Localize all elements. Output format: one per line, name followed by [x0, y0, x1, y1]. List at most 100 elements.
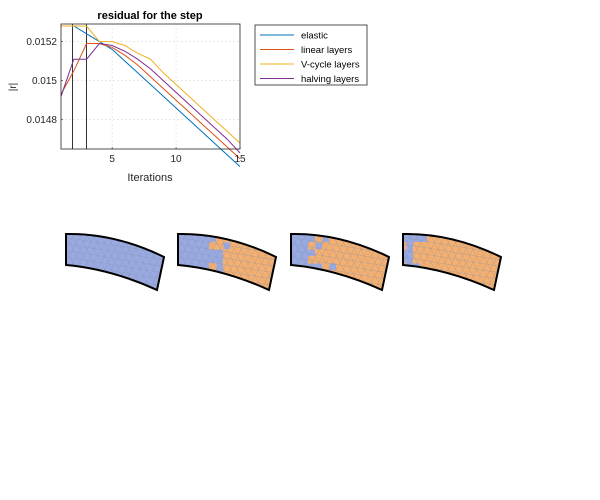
- mesh-cell-orange: [469, 263, 477, 271]
- mesh-line: [178, 255, 276, 275]
- mesh-cell-orange: [272, 233, 276, 236]
- mesh-line: [403, 242, 501, 262]
- mesh-cell-orange: [455, 284, 463, 290]
- mesh-cell-orange: [237, 249, 245, 257]
- mesh-cell-orange: [315, 284, 323, 290]
- mesh-line: [530, 225, 570, 300]
- mesh-cell-orange: [434, 233, 442, 236]
- mesh-cell-orange: [497, 277, 501, 285]
- mesh-cell-orange: [350, 263, 358, 271]
- mesh-cell-orange: [216, 233, 224, 236]
- mesh-line: [509, 225, 549, 300]
- legend: elastic linear layers V-cycle layers halvin…: [254, 24, 368, 86]
- mesh-cell-orange: [237, 284, 245, 290]
- x-tick-label: 5: [109, 154, 115, 165]
- mesh-cell-orange: [469, 233, 477, 236]
- mesh-cell-orange: [258, 233, 266, 236]
- mesh-cell-orange: [455, 233, 463, 236]
- mesh-line: [178, 288, 276, 290]
- mesh-outline: [177, 232, 278, 292]
- mesh-cell-orange: [490, 270, 498, 278]
- mesh-line: [502, 225, 542, 300]
- mesh-cell-orange: [455, 249, 463, 257]
- mesh-cell-orange: [371, 235, 379, 243]
- mesh-cell-orange: [385, 233, 389, 236]
- mesh-cell-orange: [462, 291, 470, 299]
- series-line-v-cycle-layers: [61, 25, 241, 144]
- mesh-line: [530, 225, 570, 300]
- mesh-line: [558, 225, 598, 300]
- mesh-cell-orange: [385, 242, 389, 250]
- mesh-cell-orange: [371, 249, 379, 257]
- mesh-line: [502, 225, 542, 300]
- mesh-cell-orange: [343, 284, 351, 290]
- mesh-cell-orange: [322, 249, 330, 257]
- mesh-line: [172, 295, 282, 313]
- mesh-cell-orange: [378, 233, 386, 236]
- mesh-cell-orange: [371, 256, 379, 264]
- mesh-cell-orange: [483, 235, 491, 243]
- mesh-cell-orange: [441, 235, 449, 243]
- mesh-cell-orange: [420, 249, 428, 257]
- plot-area: [61, 24, 240, 149]
- mesh-cell-orange: [427, 270, 435, 278]
- mesh-line: [291, 233, 312, 290]
- mesh-line: [291, 242, 389, 262]
- mesh-cell-orange: [462, 256, 470, 264]
- mesh-cell-orange: [427, 284, 435, 290]
- mesh-cell-orange: [371, 233, 379, 236]
- mesh-cell-orange: [427, 242, 435, 250]
- mesh-cell-orange: [364, 277, 372, 285]
- mesh-line: [4, 225, 44, 300]
- mesh-cell-orange: [343, 249, 351, 257]
- mesh-line: [403, 249, 501, 268]
- mesh-cell-orange: [336, 256, 344, 264]
- mesh-line: [178, 233, 192, 290]
- mesh-cell-orange: [364, 263, 372, 271]
- mesh-cell-orange: [272, 242, 276, 250]
- mesh-cell-orange: [441, 242, 449, 250]
- mesh-cell-orange: [272, 277, 276, 285]
- mesh-line: [516, 225, 556, 300]
- series-line-elastic: [61, 25, 241, 167]
- mesh-cell-orange: [244, 233, 252, 236]
- mesh-cell-orange: [336, 249, 344, 257]
- mesh-cell-orange: [483, 263, 491, 271]
- mesh-outline: [402, 232, 503, 292]
- mesh-cell-orange: [448, 249, 456, 257]
- mesh-line: [403, 233, 417, 290]
- mesh-cell-orange: [448, 242, 456, 250]
- mesh-cell-orange: [469, 284, 477, 290]
- mesh-cell-orange: [364, 291, 372, 299]
- mesh-line: [178, 249, 276, 268]
- mesh-cell-orange: [378, 291, 386, 299]
- mesh-cell-orange: [420, 291, 428, 299]
- mesh-line: [66, 249, 164, 268]
- mesh-cell-orange: [469, 235, 477, 243]
- mesh-line: [18, 225, 58, 300]
- mesh-cell-orange: [448, 291, 456, 299]
- mesh-line: [537, 225, 577, 300]
- mesh-cell-orange: [490, 256, 498, 264]
- mesh-cell-orange: [308, 242, 316, 250]
- mesh-cell-orange: [343, 242, 351, 250]
- mesh-cell-orange: [434, 291, 442, 299]
- mesh-cell-orange: [483, 233, 491, 236]
- mesh-cell-orange: [237, 233, 245, 236]
- mesh-cell-orange: [448, 256, 456, 264]
- mesh-line: [285, 295, 395, 313]
- mesh-cell-orange: [230, 263, 238, 271]
- mesh-cell-orange: [244, 249, 252, 257]
- mesh-cell-orange: [230, 291, 238, 299]
- mesh-line: [66, 288, 164, 290]
- mesh-line: [494, 233, 501, 290]
- mesh-cell-orange: [350, 249, 358, 257]
- mesh-cell-orange: [251, 233, 259, 236]
- mesh-cell-orange: [420, 242, 428, 250]
- mesh-cell-orange: [483, 270, 491, 278]
- mesh-cell-orange: [230, 242, 238, 250]
- mesh-line: [178, 233, 206, 290]
- mesh-cell-orange: [244, 270, 252, 278]
- mesh-cell-orange: [244, 235, 252, 243]
